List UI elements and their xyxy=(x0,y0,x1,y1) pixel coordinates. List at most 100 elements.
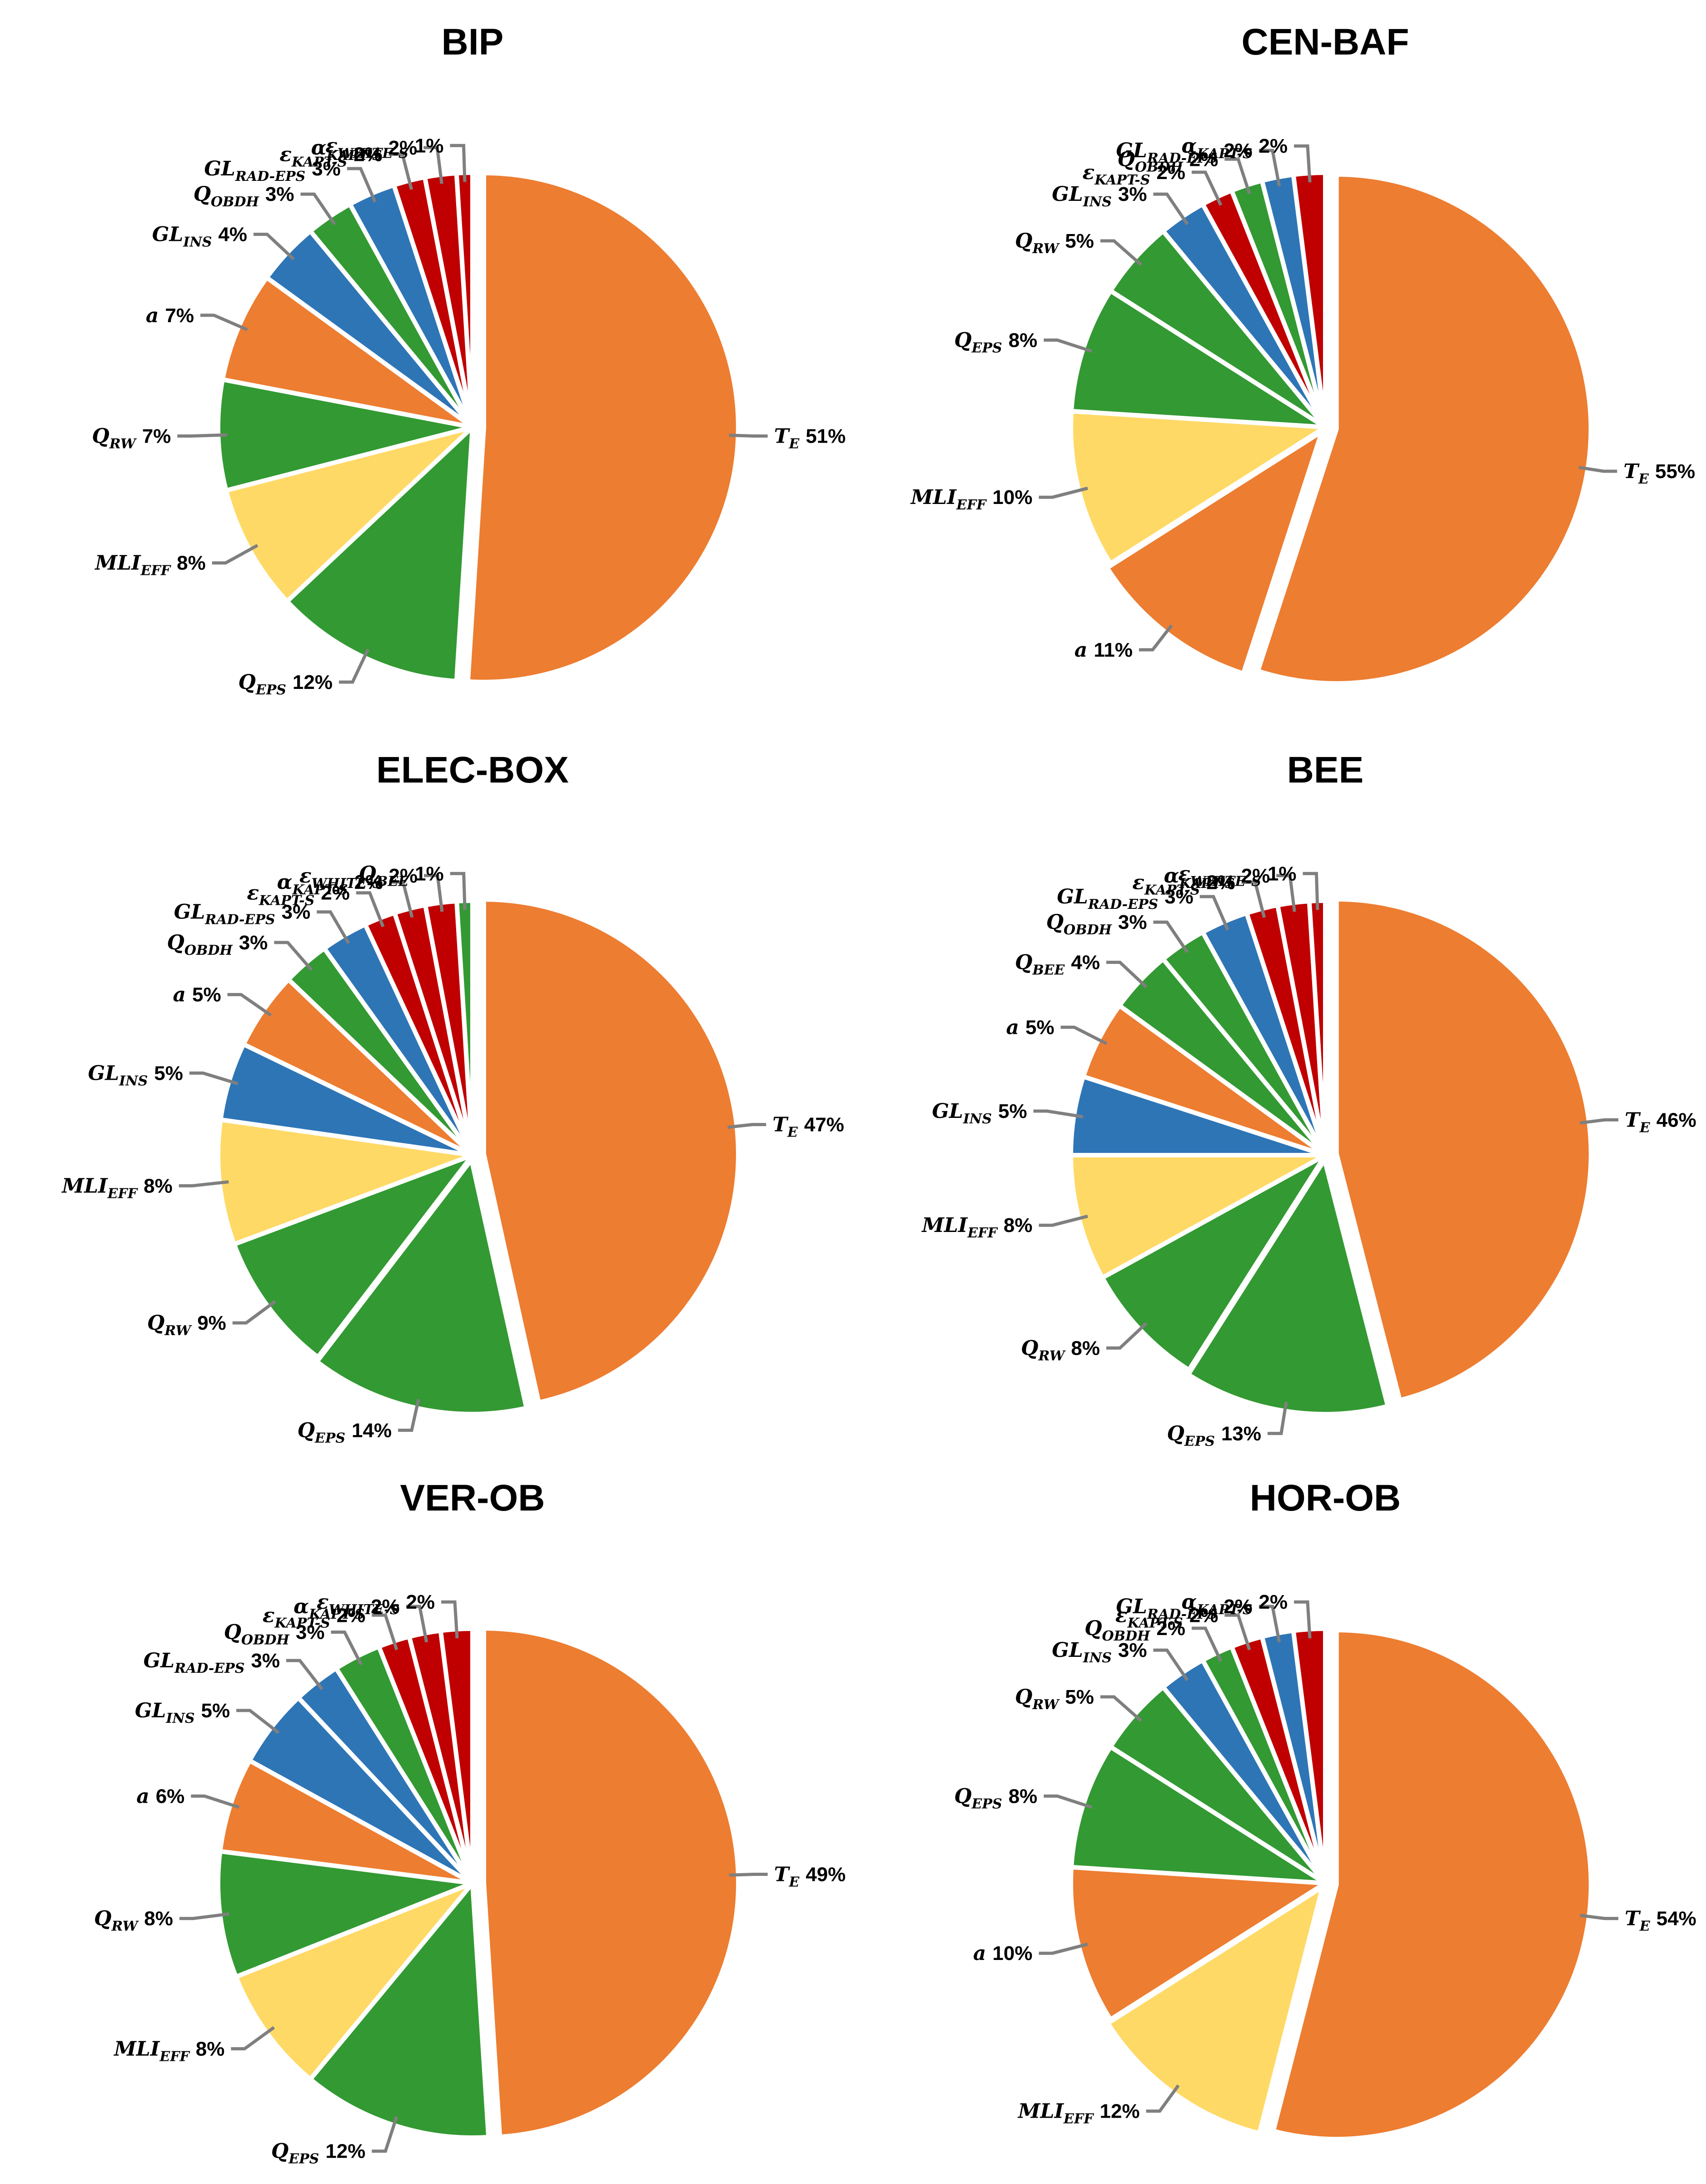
hor-ob-slice-q-obdh-label: QOBDH 2% xyxy=(1084,1617,1185,1644)
label-percent: 2% xyxy=(1241,865,1270,887)
label-subscript: OBDH xyxy=(1064,922,1113,938)
bee-slice-epsilon-white-s-label: εWHITE-S 1% xyxy=(1178,862,1296,889)
bip-slice-gl-ins-leader xyxy=(254,233,295,260)
hor-ob-slice-mli-eff-leader xyxy=(1146,2084,1180,2113)
label-subscript: INS xyxy=(1083,194,1112,210)
label-percent: 1% xyxy=(1268,863,1297,885)
label-percent: 5% xyxy=(998,1100,1027,1122)
label-percent: 2% xyxy=(406,1591,435,1613)
label-subscript: OBDH xyxy=(184,942,234,958)
label-subscript: RAD-EPS xyxy=(1147,1606,1217,1622)
ver-ob-slice-q-rw-leader xyxy=(179,1912,229,1920)
bee-slice-q-rw-leader xyxy=(1106,1322,1148,1350)
label-percent: 2% xyxy=(354,871,383,893)
label-percent: 3% xyxy=(1118,911,1147,933)
ver-ob-slice-q-obdh-leader xyxy=(331,1631,363,1665)
bip-slice-gl-ins-label: GLINS 4% xyxy=(152,223,247,250)
hor-ob-slice-epsilon-kapt-s-leader xyxy=(1224,1613,1251,1650)
label-percent: 14% xyxy=(352,1419,392,1441)
elec-box-slice-gl-rad-eps-label: GLRAD-EPS 3% xyxy=(174,901,310,928)
label-subscript: EPS xyxy=(971,1796,1002,1812)
label-percent: 2% xyxy=(1224,140,1253,162)
label-percent: 12% xyxy=(325,2140,365,2163)
label-percent: 2% xyxy=(1224,1596,1253,1618)
label-name: Q xyxy=(92,425,109,448)
label-subscript: EFF xyxy=(1063,2111,1094,2127)
label-name: α xyxy=(293,1595,309,1618)
bip-slice-q-obdh-label: QOBDH 3% xyxy=(194,183,294,210)
label-name: Q xyxy=(147,1311,164,1335)
label-name: Q xyxy=(954,329,971,352)
hor-ob-slice-a-leader xyxy=(1039,1942,1088,1955)
label-name: MLI xyxy=(921,1214,968,1237)
label-subscript: RW xyxy=(164,1323,192,1339)
cen-baf-slice-mli-eff-label: MLIEFF 10% xyxy=(910,486,1033,513)
label-subscript: E xyxy=(1638,471,1649,487)
label-subscript: KAPT-S xyxy=(1196,1602,1252,1618)
label-percent: 5% xyxy=(1065,1686,1094,1708)
label-percent: 3% xyxy=(1118,183,1147,205)
label-name: a xyxy=(1006,1016,1019,1039)
label-percent: 9% xyxy=(197,1312,226,1334)
label-name: ε xyxy=(299,864,312,888)
elec-box-slice-epsilon-white-s-leader xyxy=(424,874,444,912)
label-percent: 8% xyxy=(1009,1785,1038,1807)
label-subscript: E xyxy=(788,436,800,452)
elec-box-slice-gl-rad-eps-leader xyxy=(317,910,350,944)
label-percent: 3% xyxy=(1164,886,1194,908)
bip-slice-alpha-kapt-s-label: αKAPT-S 2% xyxy=(311,136,418,164)
label-subscript: OBDH xyxy=(211,194,260,210)
label-percent: 10% xyxy=(992,1942,1032,1965)
elec-box-slice-a-label: a 5% xyxy=(173,983,221,1007)
bee-slice-gl-rad-eps-leader xyxy=(1199,895,1229,931)
label-percent: 5% xyxy=(1025,1017,1054,1039)
label-percent: 2% xyxy=(1156,1617,1185,1640)
label-subscript: EFF xyxy=(107,1186,139,1202)
label-percent: 3% xyxy=(251,1650,280,1672)
bip-slice-epsilon-kapt-s-leader xyxy=(388,153,413,190)
label-name: α xyxy=(277,871,293,894)
label-name: ε xyxy=(1178,862,1190,885)
label-percent: 3% xyxy=(265,183,294,205)
label-name: GL xyxy=(135,1699,166,1722)
label-name: ε xyxy=(263,1604,275,1627)
label-subscript: EFF xyxy=(140,563,172,579)
ver-ob-slice-gl-ins-leader xyxy=(236,1709,280,1734)
elec-box-slice-t-e-leader xyxy=(727,1123,766,1129)
ver-ob-slice-q-eps-leader xyxy=(372,2116,398,2153)
label-name: Q xyxy=(359,862,376,885)
bee-slice-a-label: a 5% xyxy=(1006,1016,1054,1039)
ver-ob-slice-alpha-kapt-s-leader xyxy=(406,1605,428,1643)
label-percent: 2% xyxy=(353,144,383,166)
ver-ob-slice-mli-eff-leader xyxy=(231,2026,275,2050)
bee-slice-q-obdh-leader xyxy=(1153,920,1189,953)
label-subscript: RAD-EPS xyxy=(1088,897,1158,912)
label-name: T xyxy=(774,425,791,448)
hor-ob-slice-gl-ins-leader xyxy=(1153,1648,1189,1681)
label-name: Q xyxy=(298,1419,315,1442)
label-percent: 12% xyxy=(1100,2100,1140,2123)
elec-box-slice-epsilon-white-s-label: εWHITE-S 2% xyxy=(299,864,418,892)
label-name: T xyxy=(1623,460,1640,483)
hor-ob-slice-epsilon-kapt-s-label: εKAPT-S 2% xyxy=(1115,1604,1219,1631)
label-name: T xyxy=(772,1113,789,1137)
label-percent: 8% xyxy=(1071,1337,1100,1359)
chart-title-hor-ob: HOR-OB xyxy=(1250,1477,1401,1519)
bip-slice-a-leader xyxy=(200,314,248,331)
bip-slice-epsilon-kapt-s-label: εKAPT-S 2% xyxy=(279,143,383,170)
bip-slice-q-rw-leader xyxy=(177,433,228,438)
bee-slice-q-eps-label: QEPS 13% xyxy=(1167,1422,1262,1449)
label-subscript: KAPT-S xyxy=(308,1606,364,1622)
label-subscript: INS xyxy=(119,1073,148,1089)
label-name: MLI xyxy=(61,1174,108,1197)
label-subscript: E xyxy=(1639,1120,1651,1136)
label-percent: 5% xyxy=(154,1062,183,1084)
label-percent: 5% xyxy=(192,984,221,1006)
label-subscript: WHITE-S xyxy=(338,145,408,161)
label-name: GL xyxy=(174,901,205,924)
label-subscript: RW xyxy=(1038,1348,1066,1364)
ver-ob-slice-epsilon-kapt-s-leader xyxy=(372,1613,398,1650)
label-percent: 1% xyxy=(415,135,444,157)
elec-box-slice-q-obdh-label: QOBDH 3% xyxy=(167,931,268,958)
